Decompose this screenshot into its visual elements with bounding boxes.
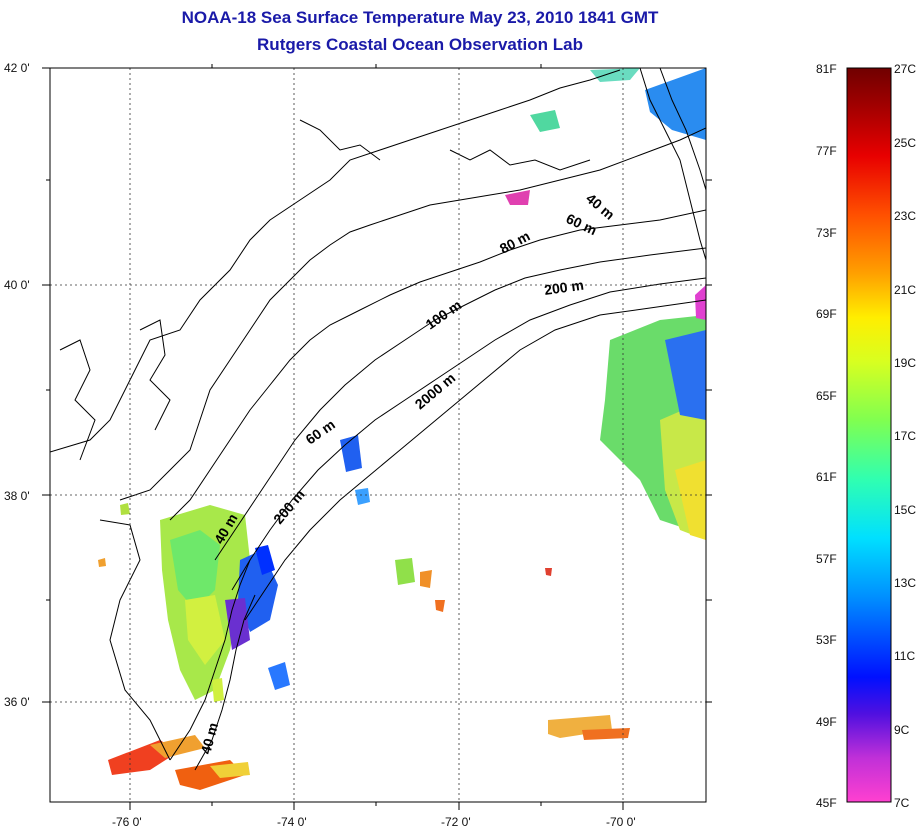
cb-c-13: 13C xyxy=(894,576,917,590)
cb-c-11: 11C xyxy=(894,649,916,663)
contour-label-80m: 80 m xyxy=(497,228,533,257)
map-frame xyxy=(49,67,707,803)
cb-f-45: 45F xyxy=(816,796,837,810)
grid-lines xyxy=(50,68,706,802)
lon-tick-74: -74 0' xyxy=(277,815,307,829)
bathymetry-contours xyxy=(50,68,706,771)
cb-c-17: 17C xyxy=(894,429,917,443)
lat-tick-42: 42 0' xyxy=(4,61,30,75)
map-title: NOAA-18 Sea Surface Temperature May 23, … xyxy=(181,8,659,27)
contour-labels: 40 m 60 m 80 m 200 m 100 m 2000 m 60 m 2… xyxy=(197,190,617,756)
lon-tick-72: -72 0' xyxy=(441,815,471,829)
cb-c-9: 9C xyxy=(894,723,910,737)
cb-f-53: 53F xyxy=(816,633,837,647)
contour-label-100m: 100 m xyxy=(423,297,465,333)
colorbar xyxy=(846,67,892,803)
contour-label-200m-south: 200 m xyxy=(270,486,308,527)
lat-tick-38: 38 0' xyxy=(4,489,30,503)
cb-c-23: 23C xyxy=(894,209,917,223)
sst-patches xyxy=(98,68,706,790)
cb-f-49: 49F xyxy=(816,715,837,729)
lat-tick-36: 36 0' xyxy=(4,695,30,709)
cb-c-27: 27C xyxy=(894,62,917,76)
cb-c-19: 19C xyxy=(894,356,917,370)
contour-label-60m-south: 60 m xyxy=(303,416,338,447)
lon-tick-76: -76 0' xyxy=(112,815,142,829)
contour-label-200m-north: 200 m xyxy=(543,277,585,298)
cb-c-21: 21C xyxy=(894,283,917,297)
axis-ticks xyxy=(42,64,712,810)
cb-f-69: 69F xyxy=(816,307,837,321)
cb-f-73: 73F xyxy=(816,226,837,240)
cb-c-25: 25C xyxy=(894,136,917,150)
contour-label-60m-north: 60 m xyxy=(564,210,600,238)
cb-f-81: 81F xyxy=(816,62,837,76)
cb-f-57: 57F xyxy=(816,552,837,566)
contour-label-40m-south: 40 m xyxy=(197,721,221,756)
cb-f-77: 77F xyxy=(816,144,837,158)
cb-c-7: 7C xyxy=(894,796,910,810)
lon-tick-70: -70 0' xyxy=(606,815,636,829)
map-subtitle: Rutgers Coastal Ocean Observation Lab xyxy=(257,35,583,54)
lat-tick-40: 40 0' xyxy=(4,278,30,292)
cb-c-15: 15C xyxy=(894,503,917,517)
cb-f-65: 65F xyxy=(816,389,837,403)
cb-f-61: 61F xyxy=(816,470,837,484)
